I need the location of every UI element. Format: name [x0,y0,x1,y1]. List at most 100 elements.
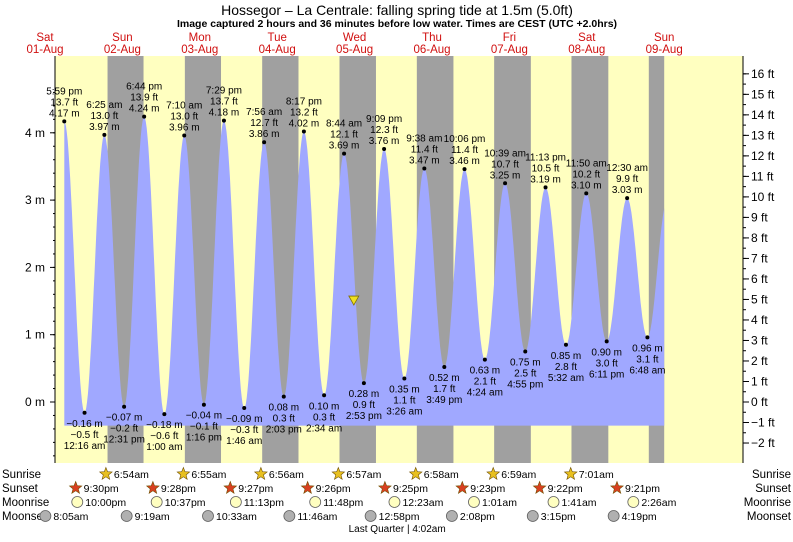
low-tide-feet: −0.3 ft [230,425,258,436]
day-of-week-label: Sat [578,32,596,44]
almanac-rows: Sunrise Sunrise 6:54am 6:55am 6:56am 6:57am 6:… [2,466,792,535]
moonset-moon-icon [120,510,133,522]
high-tide-time: 10:06 pm [444,134,486,145]
high-tide-feet: 13.0 ft [170,111,198,122]
high-tide-feet: 13.7 ft [50,97,78,108]
high-tide-feet: 10.7 ft [491,159,519,170]
low-tide-metres: 0.85 m [551,351,582,362]
moonrise-moon-icon [229,496,242,508]
sunset-row-label-left: Sunset [2,483,39,495]
moonset-moon-icon [607,510,620,522]
right-axis-tick-label: 1 ft [751,374,768,388]
low-tide-feet: 2.8 ft [555,362,577,373]
low-tide-dot [82,410,87,415]
left-axis-tick-label: 2 m [25,260,45,274]
high-tide-feet: 9.9 ft [616,174,638,185]
sunset-star-icon [455,480,470,494]
low-tide-dot [604,339,609,344]
moonset-row-label-left: Moonset [2,511,47,523]
high-tide-dot [221,118,226,123]
low-tide-dot [563,342,568,347]
high-tide-dot [462,167,467,172]
sunset-time: 9:23pm [470,483,505,495]
high-tide-metres: 4.24 m [129,104,160,115]
sunset-row-label-right: Sunset [755,483,792,495]
high-tide-time: 11:50 am [566,158,607,169]
left-axis-tick-label: 3 m [25,193,45,207]
sunrise-star-icon [331,466,346,480]
high-tide-metres: 3.10 m [571,180,602,191]
date-label: 08-Aug [568,44,605,56]
moonrise-moon-icon [71,496,84,508]
high-tide-time: 9:09 pm [366,114,402,125]
sunset-time: 9:21pm [625,483,660,495]
low-tide-time: 3:49 pm [426,395,462,406]
right-axis-tick-label: −2 ft [751,436,775,450]
high-tide-time: 7:56 am [246,107,282,118]
day-of-week-label: Thu [422,32,442,44]
low-tide-feet: −0.2 ft [110,424,138,435]
right-axis-tick-label: 11 ft [751,169,774,183]
high-tide-feet: 12.3 ft [370,125,398,136]
low-tide-dot [281,394,286,399]
right-axis-tick-label: 4 ft [751,313,768,327]
low-tide-dot [201,402,206,407]
sunrise-star-icon [486,466,501,480]
moon-phase-label: Last Quarter | 4:02am [349,524,446,535]
moonset-moon-icon [364,510,377,522]
current-tide-marker [348,295,360,306]
low-tide-time: 1:00 am [146,442,182,453]
right-axis-tick-label: 3 ft [751,333,768,347]
low-tide-dot [242,406,247,411]
chart-title: Hossegor – La Centrale: falling spring t… [221,2,573,18]
moonset-time: 3:15pm [541,511,576,523]
moonrise-time: 11:13pm [244,497,284,509]
moonset-time: 4:19pm [622,511,657,523]
sunset-time: 9:22pm [548,483,583,495]
high-tide-dot [625,196,630,201]
high-tide-time: 10:39 am [484,148,526,159]
day-of-week-label: Wed [343,32,366,44]
high-tide-metres: 3.47 m [409,155,440,166]
moonrise-moon-icon [627,496,640,508]
high-tide-time: 8:44 am [326,119,362,130]
high-tide-feet: 13.9 ft [130,93,158,104]
high-tide-dot [182,133,187,138]
low-tide-time: 4:24 am [467,388,503,399]
low-tide-feet: 1.1 ft [393,395,415,406]
sunrise-star-icon [408,466,423,480]
moonrise-time: 1:41am [562,497,597,509]
high-tide-metres: 3.03 m [612,185,643,196]
sunset-time: 9:26pm [316,483,351,495]
sunrise-star-icon [176,466,191,480]
high-tide-dot [301,129,306,134]
moonrise-time: 11:48pm [323,497,363,509]
high-tide-dot [503,181,508,186]
right-axis-tick-label: 5 ft [751,292,768,306]
sunset-time: 9:25pm [393,483,428,495]
sunrise-time: 6:59am [501,469,536,481]
moonrise-time: 12:23am [402,497,443,509]
moonset-moon-icon [526,510,539,522]
date-label: 05-Aug [336,44,373,56]
right-axis-tick-label: 14 ft [751,108,775,122]
date-label: 06-Aug [413,44,450,56]
high-tide-metres: 3.76 m [369,136,400,147]
low-tide-time: 4:55 pm [507,380,543,391]
moonrise-moon-icon [150,496,163,508]
high-tide-feet: 12.7 ft [250,118,278,129]
right-axis-tick-label: 15 ft [751,87,775,101]
low-tide-metres: −0.04 m [186,411,222,422]
right-axis: −2 ft −1 ft 0 ft 1 ft 2 ft 3 ft 4 ft 5 ft 6 ft 7 … [743,67,775,450]
moonset-moon-icon [202,510,214,522]
sunset-time: 9:30pm [84,483,119,495]
high-tide-feet: 10.5 ft [532,163,560,174]
sunrise-star-icon [253,466,268,480]
low-tide-time: 6:11 pm [589,369,624,380]
low-tide-dot [442,365,447,370]
low-tide-feet: 2.1 ft [474,377,496,388]
moonset-time: 9:19am [135,511,170,523]
right-axis-tick-label: 8 ft [751,231,768,245]
high-tide-time: 12:30 am [606,163,648,174]
low-tide-dot [162,412,167,417]
